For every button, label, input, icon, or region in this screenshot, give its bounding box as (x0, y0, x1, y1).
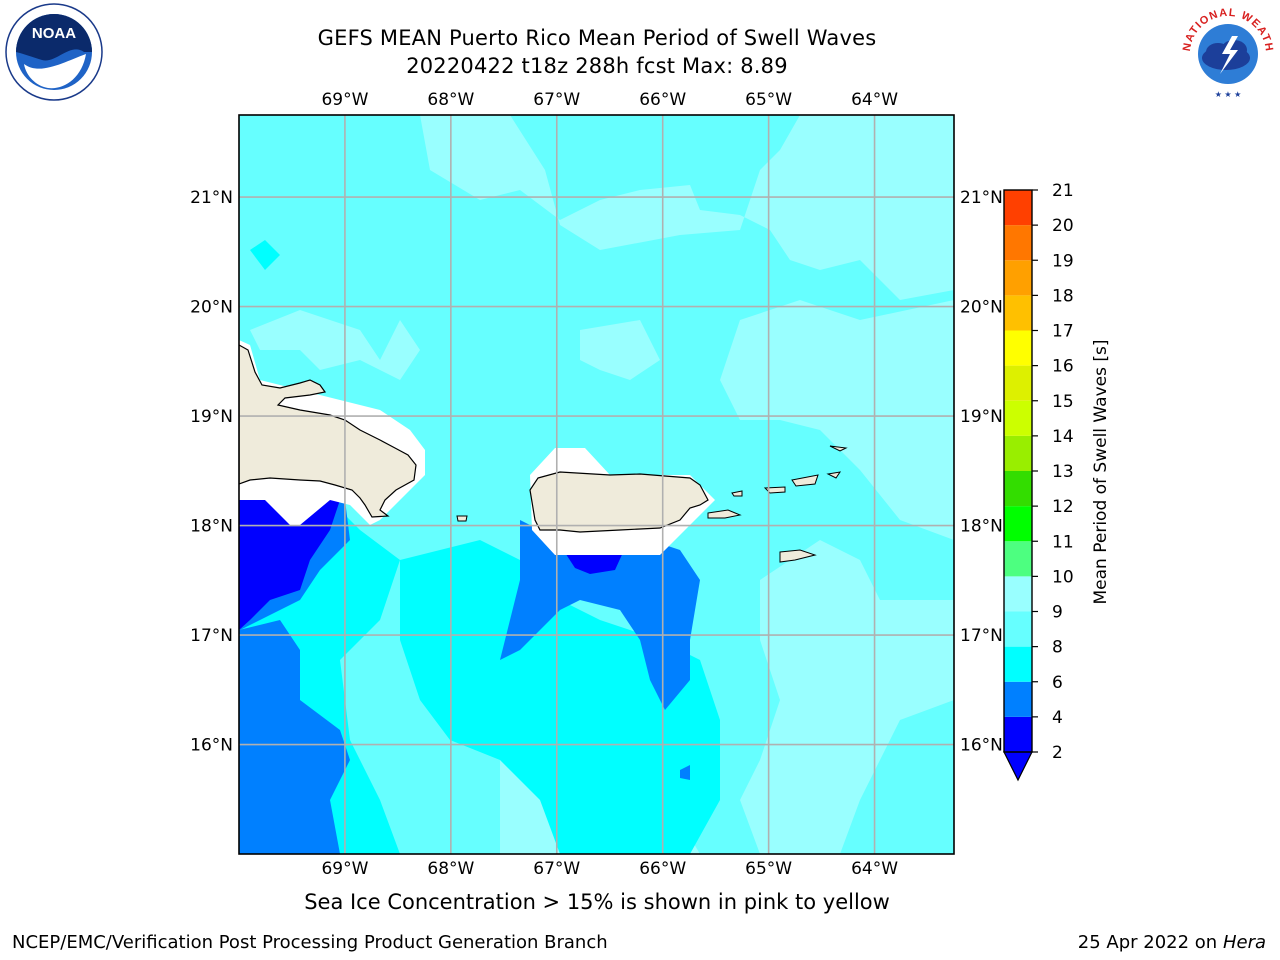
contour-2-4-west (239, 620, 350, 854)
colorbar-segment (1004, 225, 1032, 261)
colorbar-tick-label: 4 (1052, 708, 1063, 728)
island-vieques (707, 509, 742, 519)
island-mona (456, 515, 468, 522)
colorbar-tick-label: 18 (1052, 286, 1074, 306)
colorbar-segment (1004, 471, 1032, 507)
lon-label-bottom: 68°W (427, 859, 474, 879)
island-st-croix (779, 549, 817, 563)
colorbar-tick-label: 21 (1052, 181, 1074, 201)
colorbar-tick-label: 9 (1052, 603, 1063, 623)
axis-labels: 69°W 69°W 68°W 68°W 67°W 67°W 66°W 66°W 65°W 65°W… (190, 90, 1003, 879)
colorbar-segment (1004, 541, 1032, 577)
island-anegada (829, 445, 848, 452)
colorbar-segment (1004, 646, 1032, 682)
lon-label-top: 67°W (533, 90, 580, 110)
contour-8-9-northwest (250, 310, 420, 380)
lat-label-left: 21°N (190, 188, 233, 208)
colorbar-tick-label: 2 (1052, 743, 1063, 763)
gridlines (239, 115, 954, 854)
contour-8-9-north (420, 115, 954, 300)
colorbar-segment (1004, 400, 1032, 436)
lon-label-bottom: 67°W (533, 859, 580, 879)
colorbar-segment (1004, 435, 1032, 471)
contour-lt-2-west (239, 500, 340, 630)
nws-logo: NATIONAL WEATHER SERVICE ★ ★ ★ (1176, 0, 1274, 100)
lon-label-bottom: 64°W (851, 859, 898, 879)
footer-machine: Hera (1222, 932, 1266, 953)
lat-label-right: 21°N (960, 188, 1003, 208)
colorbar-segment (1004, 295, 1032, 331)
lon-label-top: 69°W (321, 90, 368, 110)
lat-label-right: 18°N (960, 517, 1003, 537)
lat-label-left: 16°N (190, 736, 233, 756)
lat-label-right: 19°N (960, 407, 1003, 427)
lat-label-left: 18°N (190, 517, 233, 537)
island-tortola (791, 474, 819, 487)
colorbar-tick-label: 11 (1052, 532, 1074, 552)
svg-text:★ ★ ★: ★ ★ ★ (1215, 90, 1242, 99)
noaa-logo-text: NOAA (32, 25, 76, 42)
swell-period-field (239, 115, 954, 854)
contour-8-9-east (720, 300, 954, 540)
colorbar-tick-label: 15 (1052, 392, 1074, 412)
colorbar-tick-label: 14 (1052, 427, 1074, 447)
land-hispaniola (239, 344, 417, 518)
contour-2-4-south-pr (500, 520, 700, 710)
colorbar-tick-label: 6 (1052, 673, 1063, 693)
lon-label-bottom: 66°W (639, 859, 686, 879)
footer-credit: NCEP/EMC/Verification Post Processing Pr… (12, 932, 608, 953)
colorbar-tick-label: 10 (1052, 567, 1074, 587)
colorbar-title: Mean Period of Swell Waves [s] (1091, 340, 1111, 605)
island-virgin-gorda (826, 471, 842, 479)
colorbar-tick-label: 19 (1052, 251, 1074, 271)
lon-label-bottom: 69°W (321, 859, 368, 879)
colorbar-segment (1004, 365, 1032, 401)
colorbar-tick-label: 16 (1052, 357, 1074, 377)
noaa-logo: NOAA (5, 3, 103, 101)
contour-4-6-center (400, 540, 720, 854)
colorbar-tick-label: 20 (1052, 216, 1074, 236)
colorbar-segment (1004, 506, 1032, 542)
lat-label-left: 17°N (190, 626, 233, 646)
colorbar-segment (1004, 190, 1032, 226)
map-subtitle: 20220422 t18z 288h fcst Max: 8.89 (406, 54, 788, 78)
lon-label-bottom: 65°W (745, 859, 792, 879)
lon-label-top: 65°W (745, 90, 792, 110)
lon-label-top: 66°W (639, 90, 686, 110)
contour-8-9-southeast (740, 540, 954, 854)
map-frame (238, 114, 955, 855)
sea-ice-note: Sea Ice Concentration > 15% is shown in … (304, 890, 890, 914)
lon-label-top: 68°W (427, 90, 474, 110)
lat-label-right: 16°N (960, 736, 1003, 756)
lat-label-left: 19°N (190, 407, 233, 427)
contour-2-4-spot (680, 765, 690, 780)
footer-date-text: 25 Apr 2022 on (1077, 932, 1223, 953)
colorbar-tick-label: 8 (1052, 638, 1063, 658)
lat-label-right: 20°N (960, 298, 1003, 318)
colorbar-segment (1004, 576, 1032, 612)
lat-label-left: 20°N (190, 298, 233, 318)
colorbar-segment (1004, 330, 1032, 366)
contour-8-9-center (580, 320, 660, 380)
colorbar-segment (1004, 681, 1032, 717)
colorbar-extend-arrow (1003, 751, 1033, 782)
map-title: GEFS MEAN Puerto Rico Mean Period of Swe… (317, 26, 877, 50)
footer-date: 25 Apr 2022 on Hera (1078, 932, 1266, 953)
colorbar-tick-label: 17 (1052, 322, 1074, 342)
colorbar-segment (1004, 611, 1032, 647)
colorbar-segment (1004, 716, 1032, 752)
colorbar-tick-label: 13 (1052, 462, 1074, 482)
colorbar: 2 4 6 8 9 10 11 12 13 14 15 16 17 18 19 20 21 (1003, 181, 1074, 782)
colorbar-tick-label: 12 (1052, 497, 1074, 517)
colorbar-segment (1004, 260, 1032, 296)
lon-label-top: 64°W (851, 90, 898, 110)
contour-4-6-spot (250, 240, 280, 270)
island-culebra (731, 490, 743, 497)
lat-label-right: 17°N (960, 626, 1003, 646)
